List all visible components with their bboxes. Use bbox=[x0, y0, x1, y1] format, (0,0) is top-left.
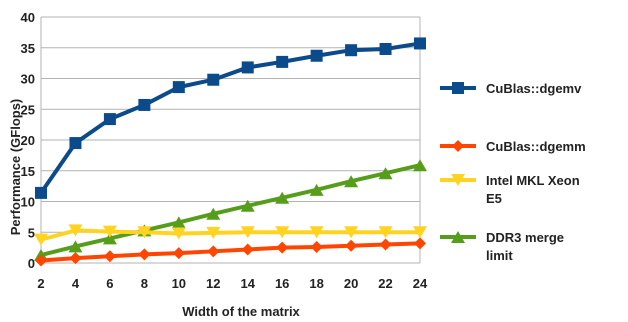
legend-marker bbox=[452, 82, 464, 94]
series-layer bbox=[34, 37, 427, 267]
data-point bbox=[206, 207, 221, 220]
x-axis-title: Width of the matrix bbox=[182, 304, 300, 319]
legend-marker bbox=[451, 231, 465, 243]
data-point bbox=[309, 183, 324, 196]
data-point bbox=[207, 73, 220, 86]
x-tick-label: 4 bbox=[72, 276, 80, 291]
x-tick-labels: 2 4 6 8 10 12 14 16 18 20 22 24 bbox=[37, 276, 428, 291]
legend-label: limit bbox=[486, 248, 513, 263]
data-point bbox=[413, 226, 427, 239]
data-point bbox=[240, 199, 255, 212]
data-point bbox=[275, 191, 290, 204]
series-line bbox=[40, 163, 421, 257]
x-tick-label: 14 bbox=[240, 276, 255, 291]
y-tick-labels: 0 5 10 15 20 25 30 35 40 bbox=[21, 10, 35, 271]
x-tick-label: 8 bbox=[141, 276, 148, 291]
data-point bbox=[240, 226, 255, 239]
data-point bbox=[276, 55, 289, 68]
legend-marker bbox=[451, 174, 465, 186]
legend-item: CuBlas::dgemv bbox=[440, 81, 582, 96]
data-point bbox=[413, 159, 427, 172]
x-tick-label: 10 bbox=[172, 276, 186, 291]
series-cublas-dgemv bbox=[35, 37, 426, 199]
data-point bbox=[414, 237, 426, 250]
data-point bbox=[68, 240, 83, 253]
data-point bbox=[69, 137, 82, 150]
series-cublas-dgemm bbox=[35, 237, 426, 267]
legend-label: CuBlas::dgemm bbox=[486, 139, 586, 154]
y-tick-label: 30 bbox=[21, 72, 35, 87]
data-point bbox=[414, 37, 426, 50]
legend-item: Intel MKL Xeon E5 bbox=[440, 173, 580, 206]
x-tick-label: 6 bbox=[106, 276, 113, 291]
x-tick-label: 24 bbox=[413, 276, 428, 291]
data-point bbox=[379, 42, 392, 55]
legend-label: Intel MKL Xeon bbox=[486, 173, 580, 188]
data-point bbox=[378, 226, 393, 239]
series-line bbox=[40, 241, 421, 263]
y-tick-label: 40 bbox=[21, 10, 35, 25]
x-tick-label: 12 bbox=[206, 276, 220, 291]
data-point bbox=[172, 81, 185, 94]
y-tick-label: 25 bbox=[21, 102, 35, 117]
y-tick-label: 20 bbox=[21, 133, 35, 148]
y-tick-label: 5 bbox=[28, 225, 35, 240]
data-point bbox=[68, 224, 83, 237]
data-point bbox=[102, 232, 117, 245]
series-line bbox=[40, 228, 420, 242]
gridlines bbox=[41, 16, 420, 264]
data-point bbox=[103, 113, 116, 126]
data-point bbox=[171, 227, 186, 240]
legend-label: CuBlas::dgemv bbox=[486, 81, 582, 96]
y-axis-title: Performance (GFlops) bbox=[8, 99, 23, 236]
legend-item: DDR3 merge limit bbox=[440, 230, 564, 263]
data-point bbox=[206, 226, 221, 239]
data-point bbox=[309, 226, 324, 239]
data-point bbox=[103, 250, 116, 263]
data-point bbox=[137, 226, 152, 239]
data-point bbox=[345, 44, 358, 57]
legend-item: CuBlas::dgemm bbox=[440, 139, 586, 154]
data-point bbox=[379, 238, 392, 251]
data-point bbox=[310, 241, 323, 254]
data-point bbox=[344, 226, 359, 239]
data-point bbox=[69, 252, 82, 265]
data-point bbox=[171, 216, 186, 229]
x-tick-label: 2 bbox=[37, 276, 44, 291]
data-point bbox=[378, 167, 393, 180]
data-point bbox=[172, 247, 185, 260]
y-tick-label: 35 bbox=[21, 41, 35, 56]
x-tick-label: 22 bbox=[378, 276, 392, 291]
legend-label: E5 bbox=[486, 191, 502, 206]
x-tick-label: 18 bbox=[309, 276, 323, 291]
data-point bbox=[102, 225, 117, 238]
legend-marker bbox=[452, 140, 464, 152]
data-point bbox=[310, 49, 323, 62]
data-point bbox=[275, 226, 290, 239]
x-tick-label: 20 bbox=[344, 276, 358, 291]
data-point bbox=[34, 233, 48, 246]
data-point bbox=[138, 248, 151, 261]
data-point bbox=[276, 241, 289, 254]
data-point bbox=[35, 186, 47, 199]
y-tick-label: 15 bbox=[21, 164, 35, 179]
data-point bbox=[138, 98, 151, 111]
plot-frame bbox=[40, 17, 421, 263]
data-point bbox=[344, 175, 359, 188]
data-point bbox=[35, 254, 47, 267]
series-intel-mkl-xeon-e5 bbox=[34, 224, 427, 246]
data-point bbox=[241, 243, 254, 256]
x-tick-label: 16 bbox=[275, 276, 289, 291]
legend-label: DDR3 merge bbox=[486, 230, 564, 245]
data-point bbox=[207, 245, 220, 258]
data-point bbox=[345, 239, 358, 252]
y-tick-label: 0 bbox=[28, 256, 35, 271]
data-point bbox=[241, 61, 254, 74]
y-tick-label: 10 bbox=[21, 195, 35, 210]
